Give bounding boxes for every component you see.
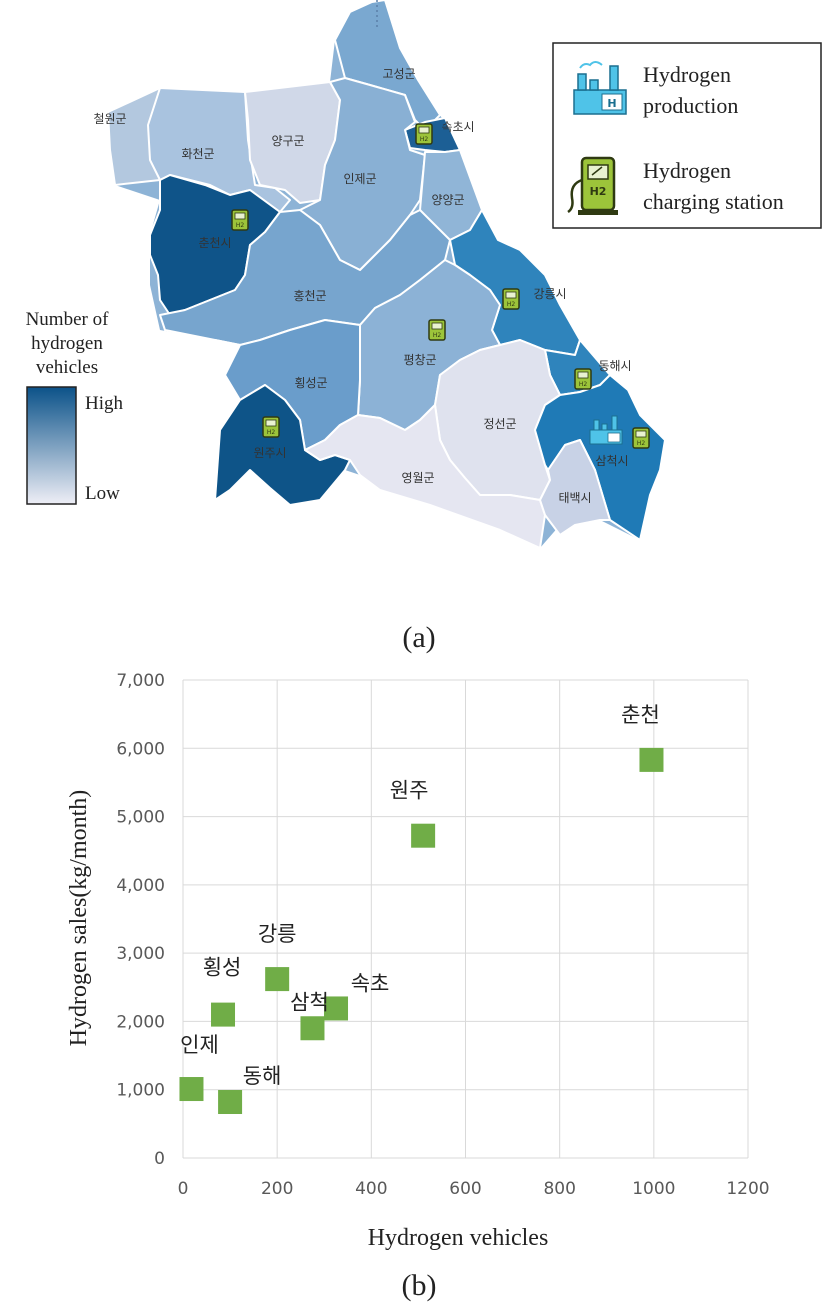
scatter-point bbox=[411, 823, 436, 848]
y-axis-ticks: 0 1,000 2,000 3,000 4,000 5,000 6,000 7,000 bbox=[116, 671, 165, 1169]
scale-title-2: hydrogen bbox=[31, 333, 103, 354]
fuel-pump-icon: H2 bbox=[231, 209, 249, 231]
scatter-point bbox=[211, 1002, 236, 1027]
map-legend-box: H Hydrogen production H2 Hydrogen chargi… bbox=[552, 42, 822, 229]
panel-b-caption: (b) bbox=[402, 1269, 437, 1302]
label-hwacheon: 화천군 bbox=[181, 146, 214, 161]
svg-text:H2: H2 bbox=[267, 429, 276, 436]
y-axis-label: Hydrogen sales(kg/month) bbox=[66, 790, 92, 1047]
map-charging-stations: H2 H2 H2 H2 H2 bbox=[231, 123, 650, 449]
svg-text:H2: H2 bbox=[420, 136, 429, 143]
y-tick-label: 1,000 bbox=[116, 1081, 165, 1101]
fuel-pump-icon: H2 bbox=[574, 368, 592, 390]
panel-a-caption: (a) bbox=[402, 621, 435, 654]
chart-points bbox=[179, 747, 664, 1115]
x-tick-label: 400 bbox=[355, 1179, 387, 1199]
point-label: 삼척 bbox=[290, 990, 329, 1014]
label-taebaek: 태백시 bbox=[558, 491, 591, 505]
region-taebaek bbox=[539, 439, 611, 536]
point-label: 동해 bbox=[243, 1064, 282, 1088]
fuel-pump-icon: H2 bbox=[428, 319, 446, 341]
svg-text:H2: H2 bbox=[590, 185, 607, 198]
gangwon-map: 철원군 화천군 양구군 고성군 속초시 인제군 양양군 춘천시 홍천군 강릉시 … bbox=[93, 0, 666, 549]
label-goseong: 고성군 bbox=[382, 67, 415, 81]
y-tick-label: 2,000 bbox=[116, 1012, 165, 1032]
scatter-chart: 0 200 400 600 800 1000 1200 0 1,000 2,000 3,000 4,… bbox=[66, 671, 770, 1251]
chart-gridlines bbox=[182, 679, 749, 1159]
y-tick-label: 4,000 bbox=[116, 876, 165, 896]
x-tick-label: 1000 bbox=[632, 1179, 675, 1199]
svg-text:H2: H2 bbox=[433, 332, 442, 339]
x-tick-label: 600 bbox=[449, 1179, 481, 1199]
label-hoengseong: 횡성군 bbox=[294, 376, 327, 390]
label-inje: 인제군 bbox=[343, 172, 376, 186]
label-yangyang: 양양군 bbox=[431, 193, 464, 207]
fuel-pump-icon: H2 bbox=[415, 123, 433, 145]
x-axis-ticks: 0 200 400 600 800 1000 1200 bbox=[178, 1179, 770, 1199]
point-label: 춘천 bbox=[621, 703, 660, 727]
label-jeongseon: 정선군 bbox=[483, 417, 516, 431]
svg-text:H2: H2 bbox=[637, 440, 646, 447]
region-yeongwol bbox=[304, 404, 546, 549]
point-label: 강릉 bbox=[258, 922, 297, 946]
x-tick-label: 1200 bbox=[726, 1179, 769, 1199]
scatter-point bbox=[265, 967, 290, 992]
x-axis-label: Hydrogen vehicles bbox=[368, 1225, 549, 1251]
label-pyeongchang: 평창군 bbox=[403, 353, 436, 367]
fuel-pump-icon: H2 bbox=[632, 427, 650, 449]
svg-text:H2: H2 bbox=[236, 222, 245, 229]
scale-high-label: High bbox=[85, 393, 124, 414]
scale-title-3: vehicles bbox=[36, 357, 98, 378]
y-tick-label: 3,000 bbox=[116, 944, 165, 964]
label-donghae: 동해시 bbox=[598, 359, 631, 373]
point-label: 속초 bbox=[351, 971, 390, 995]
region-samcheok bbox=[534, 374, 666, 541]
scatter-point bbox=[324, 996, 349, 1021]
scatter-point bbox=[218, 1090, 243, 1115]
label-sokcho: 속초시 bbox=[441, 120, 474, 134]
legend-production-label-1: Hydrogen bbox=[643, 62, 731, 87]
svg-text:H: H bbox=[607, 97, 616, 110]
point-label: 횡성 bbox=[203, 956, 242, 980]
label-wonju: 원주시 bbox=[253, 446, 286, 460]
legend-station-label-1: Hydrogen bbox=[643, 158, 731, 183]
label-hongcheon: 홍천군 bbox=[293, 288, 326, 303]
label-samcheok: 삼척시 bbox=[595, 454, 628, 468]
factory-icon: H bbox=[573, 61, 627, 115]
scatter-point bbox=[300, 1016, 325, 1041]
y-tick-label: 0 bbox=[154, 1149, 165, 1169]
color-scale-legend: Number of hydrogen vehicles High Low bbox=[26, 309, 124, 505]
color-scale-bar bbox=[26, 386, 77, 505]
svg-text:H2: H2 bbox=[579, 381, 588, 388]
label-gangneung: 강릉시 bbox=[533, 287, 566, 301]
scale-low-label: Low bbox=[85, 483, 120, 504]
point-label: 인제 bbox=[180, 1033, 219, 1057]
label-chuncheon: 춘천시 bbox=[198, 235, 231, 250]
label-cheorwon: 철원군 bbox=[93, 112, 126, 126]
point-label: 원주 bbox=[390, 779, 429, 803]
legend-production-label-2: production bbox=[643, 93, 738, 118]
y-tick-label: 5,000 bbox=[116, 808, 165, 828]
fuel-pump-icon: H2 bbox=[262, 416, 280, 438]
fuel-pump-icon: H2 bbox=[567, 156, 618, 215]
label-yanggu: 양구군 bbox=[271, 134, 304, 148]
x-tick-label: 200 bbox=[261, 1179, 293, 1199]
scatter-point bbox=[639, 747, 664, 772]
scale-title-1: Number of bbox=[26, 309, 110, 330]
svg-text:H2: H2 bbox=[507, 301, 516, 308]
region-wonju bbox=[214, 384, 351, 506]
factory-icon bbox=[589, 415, 623, 445]
y-tick-label: 6,000 bbox=[116, 739, 165, 759]
scatter-point bbox=[179, 1077, 204, 1102]
label-yeongwol: 영월군 bbox=[401, 471, 434, 485]
y-tick-label: 7,000 bbox=[116, 671, 165, 691]
x-tick-label: 800 bbox=[543, 1179, 575, 1199]
legend-station-label-2: charging station bbox=[643, 189, 784, 214]
fuel-pump-icon: H2 bbox=[502, 288, 520, 310]
x-tick-label: 0 bbox=[178, 1179, 189, 1199]
